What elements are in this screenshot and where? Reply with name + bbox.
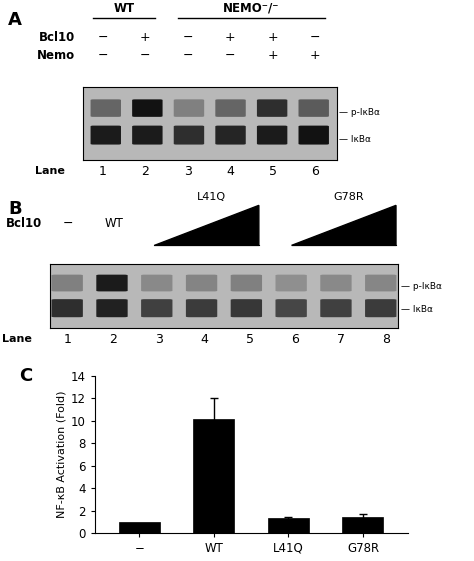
FancyBboxPatch shape [320,275,352,291]
FancyBboxPatch shape [186,299,217,317]
Text: 1: 1 [99,164,107,178]
FancyBboxPatch shape [132,126,163,145]
Text: — IκBα: — IκBα [339,135,371,144]
Polygon shape [155,205,259,245]
FancyBboxPatch shape [320,299,352,317]
Text: WT: WT [114,2,135,15]
Text: B: B [8,200,22,218]
Text: 6: 6 [291,333,299,346]
FancyBboxPatch shape [96,275,128,291]
FancyBboxPatch shape [141,299,173,317]
Text: 3: 3 [155,333,163,346]
FancyBboxPatch shape [231,299,262,317]
Bar [193,419,235,533]
FancyBboxPatch shape [215,99,246,117]
Text: −: − [63,217,73,230]
Text: — IκBα: — IκBα [401,305,433,314]
Text: +: + [225,31,236,44]
FancyBboxPatch shape [186,275,217,291]
Text: 4: 4 [226,164,234,178]
Text: C: C [19,367,32,385]
Text: Bcl10: Bcl10 [39,31,75,44]
FancyBboxPatch shape [52,299,83,317]
FancyBboxPatch shape [141,275,173,291]
Text: 7: 7 [337,333,345,346]
Text: G78R: G78R [334,192,364,203]
Text: +: + [267,49,278,62]
Bar [119,522,160,533]
FancyBboxPatch shape [96,299,128,317]
Text: — p-IκBα: — p-IκBα [339,108,380,117]
Text: NEMO⁻/⁻: NEMO⁻/⁻ [223,2,280,15]
FancyBboxPatch shape [215,126,246,145]
FancyBboxPatch shape [257,126,287,145]
FancyBboxPatch shape [299,99,329,117]
FancyBboxPatch shape [91,126,121,145]
FancyBboxPatch shape [132,99,163,117]
FancyBboxPatch shape [365,299,396,317]
Text: −: − [310,31,320,44]
Text: Bcl10: Bcl10 [6,217,42,230]
FancyBboxPatch shape [231,275,262,291]
Text: +: + [267,31,278,44]
Text: 3: 3 [184,164,192,178]
Text: −: − [140,49,151,62]
FancyBboxPatch shape [174,126,204,145]
Text: WT: WT [104,217,123,230]
Text: 5: 5 [269,164,277,178]
Text: 1: 1 [64,333,72,346]
Text: L41Q: L41Q [197,192,226,203]
Text: 5: 5 [246,333,254,346]
FancyBboxPatch shape [365,275,396,291]
Text: −: − [182,31,193,44]
FancyBboxPatch shape [275,275,307,291]
Text: 2: 2 [109,333,117,346]
Bar [342,517,383,533]
Text: A: A [8,11,22,29]
Bar [268,518,309,533]
Y-axis label: NF-κB Activation (Fold): NF-κB Activation (Fold) [56,390,67,518]
FancyBboxPatch shape [275,299,307,317]
FancyBboxPatch shape [91,99,121,117]
Text: −: − [98,49,108,62]
Text: −: − [225,49,236,62]
FancyBboxPatch shape [299,126,329,145]
Text: +: + [140,31,151,44]
Text: −: − [182,49,193,62]
Text: 6: 6 [311,164,319,178]
Text: Nemo: Nemo [37,49,75,62]
FancyBboxPatch shape [257,99,287,117]
Text: Lane: Lane [35,166,65,176]
Text: 2: 2 [141,164,149,178]
FancyBboxPatch shape [174,99,204,117]
Text: −: − [98,31,108,44]
Text: +: + [310,49,320,62]
FancyBboxPatch shape [52,275,83,291]
Polygon shape [292,205,396,245]
Text: 4: 4 [201,333,208,346]
Text: 8: 8 [382,333,390,346]
Text: — p-IκBα: — p-IκBα [401,282,441,291]
Text: Lane: Lane [2,334,32,344]
